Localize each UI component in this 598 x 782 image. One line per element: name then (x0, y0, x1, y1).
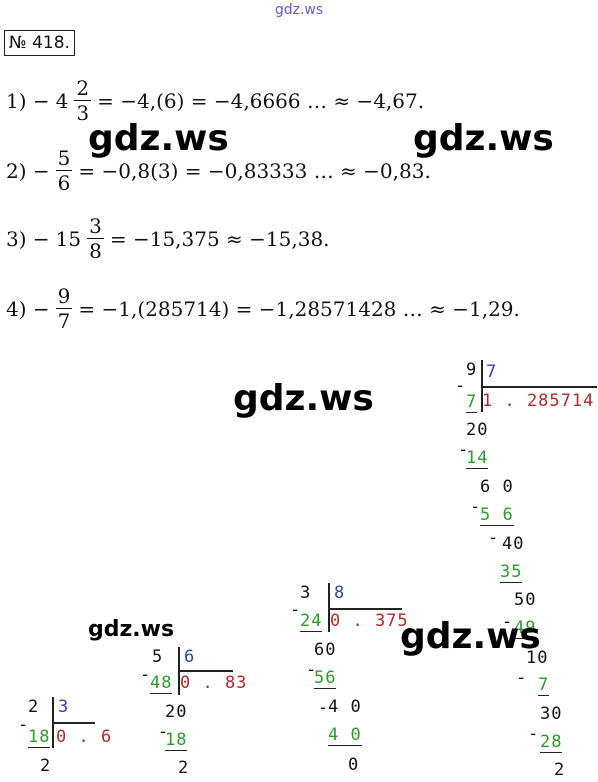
site-watermark: gdz.ws (274, 2, 324, 18)
line-rest: = −15,375 ≈ −15,38. (109, 226, 330, 251)
dividend: 9 (466, 360, 478, 380)
math-line: 1) −4 2 3 = −4,(6) = −4,6666 … ≈ −4,67. (6, 76, 424, 125)
math-line: 2) −5 6 = −0,8(3) = −0,83333 … ≈ −0,83. (6, 146, 431, 195)
divisor: 3 (58, 697, 70, 717)
division-minus: - (488, 528, 500, 548)
division-product: 49 (514, 618, 537, 639)
division-rest: 0 (348, 755, 360, 775)
division-product: 5 6 (480, 505, 514, 526)
division-minus: - (528, 724, 540, 744)
division-rest: 50 (514, 590, 537, 610)
numerator: 9 (55, 284, 73, 309)
quotient: 0 . 375 (330, 611, 409, 631)
denominator: 7 (57, 309, 71, 333)
division-minus: - (318, 698, 330, 718)
division-minus: - (290, 600, 302, 620)
division-rest: 6 0 (480, 477, 514, 497)
division-product: 7 (466, 392, 478, 413)
denominator: 8 (89, 239, 102, 263)
quotient: 0 . 83 (180, 673, 248, 693)
watermark: gdz.ws (400, 616, 541, 657)
division-bar (328, 608, 402, 610)
division-minus: - (455, 376, 467, 396)
math-line: 3) −15 3 8 = −15,375 ≈ −15,38. (6, 214, 330, 263)
watermark: gdz.ws (413, 118, 554, 159)
whole-part: 4 (55, 88, 69, 113)
division-rest: 60 (314, 640, 337, 660)
division-rest: 2 (40, 756, 52, 776)
line-prefix: 3) − (6, 226, 50, 251)
division-product: 18 (28, 727, 51, 748)
division-product: 24 (300, 611, 323, 632)
numerator: 5 (55, 146, 73, 171)
division-bar (481, 386, 597, 388)
division-minus: - (140, 665, 152, 685)
division-rest: 2 (554, 760, 566, 780)
division-rest: 30 (540, 704, 563, 724)
division-minus: - (502, 612, 514, 632)
line-prefix: 1) − (6, 88, 50, 113)
watermark: gdz.ws (233, 378, 374, 419)
denominator: 6 (57, 171, 71, 195)
quotient: 0 . 6 (56, 727, 113, 747)
numerator: 3 (87, 214, 104, 239)
dividend: 3 (300, 583, 312, 603)
division-minus: - (516, 668, 528, 688)
line-rest: = −0,8(3) = −0,83333 … ≈ −0,83. (78, 158, 431, 183)
dividend: 2 (28, 697, 40, 717)
division-product: 18 (165, 730, 188, 751)
division-product: 14 (466, 448, 489, 469)
division-product: 48 (150, 673, 173, 694)
division-bar (328, 583, 330, 632)
math-line: 4) −9 7 = −1,(285714) = −1,28571428 … ≈ −1… (6, 284, 520, 333)
division-bar (178, 670, 233, 672)
division-minus: - (470, 497, 482, 517)
quotient: 1 . 285714 (482, 391, 595, 411)
line-rest: = −4,(6) = −4,6666 … ≈ −4,67. (97, 88, 425, 113)
division-product: 56 (314, 668, 337, 689)
whole-part: 15 (55, 226, 82, 251)
division-rest: 4 0 (328, 697, 362, 717)
line-prefix: 4) − (6, 296, 50, 321)
division-minus: - (158, 722, 170, 742)
division-minus: - (18, 715, 30, 735)
division-rest: 40 (502, 534, 525, 554)
division-rest: 10 (526, 648, 549, 668)
line-prefix: 2) − (6, 158, 50, 183)
division-product: 35 (500, 562, 523, 583)
division-rest: 2 (178, 758, 190, 778)
numerator: 2 (74, 76, 92, 101)
divisor: 8 (334, 583, 346, 603)
division-bar (52, 722, 95, 724)
denominator: 3 (76, 101, 90, 125)
line-rest: = −1,(285714) = −1,28571428 … ≈ −1,29. (78, 296, 520, 321)
dividend: 5 (152, 647, 164, 667)
division-minus: - (306, 660, 318, 680)
watermark: gdz.ws (88, 617, 175, 642)
divisor: 7 (486, 362, 498, 382)
division-product: 4 0 (328, 725, 362, 746)
watermark: gdz.ws (88, 118, 229, 159)
divisor: 6 (184, 647, 196, 667)
problem-number: № 418. (4, 30, 75, 56)
division-product: 7 (538, 675, 550, 696)
division-minus: - (458, 440, 470, 460)
division-rest: 20 (466, 420, 489, 440)
division-product: 28 (540, 732, 563, 753)
division-rest: 20 (165, 702, 188, 722)
